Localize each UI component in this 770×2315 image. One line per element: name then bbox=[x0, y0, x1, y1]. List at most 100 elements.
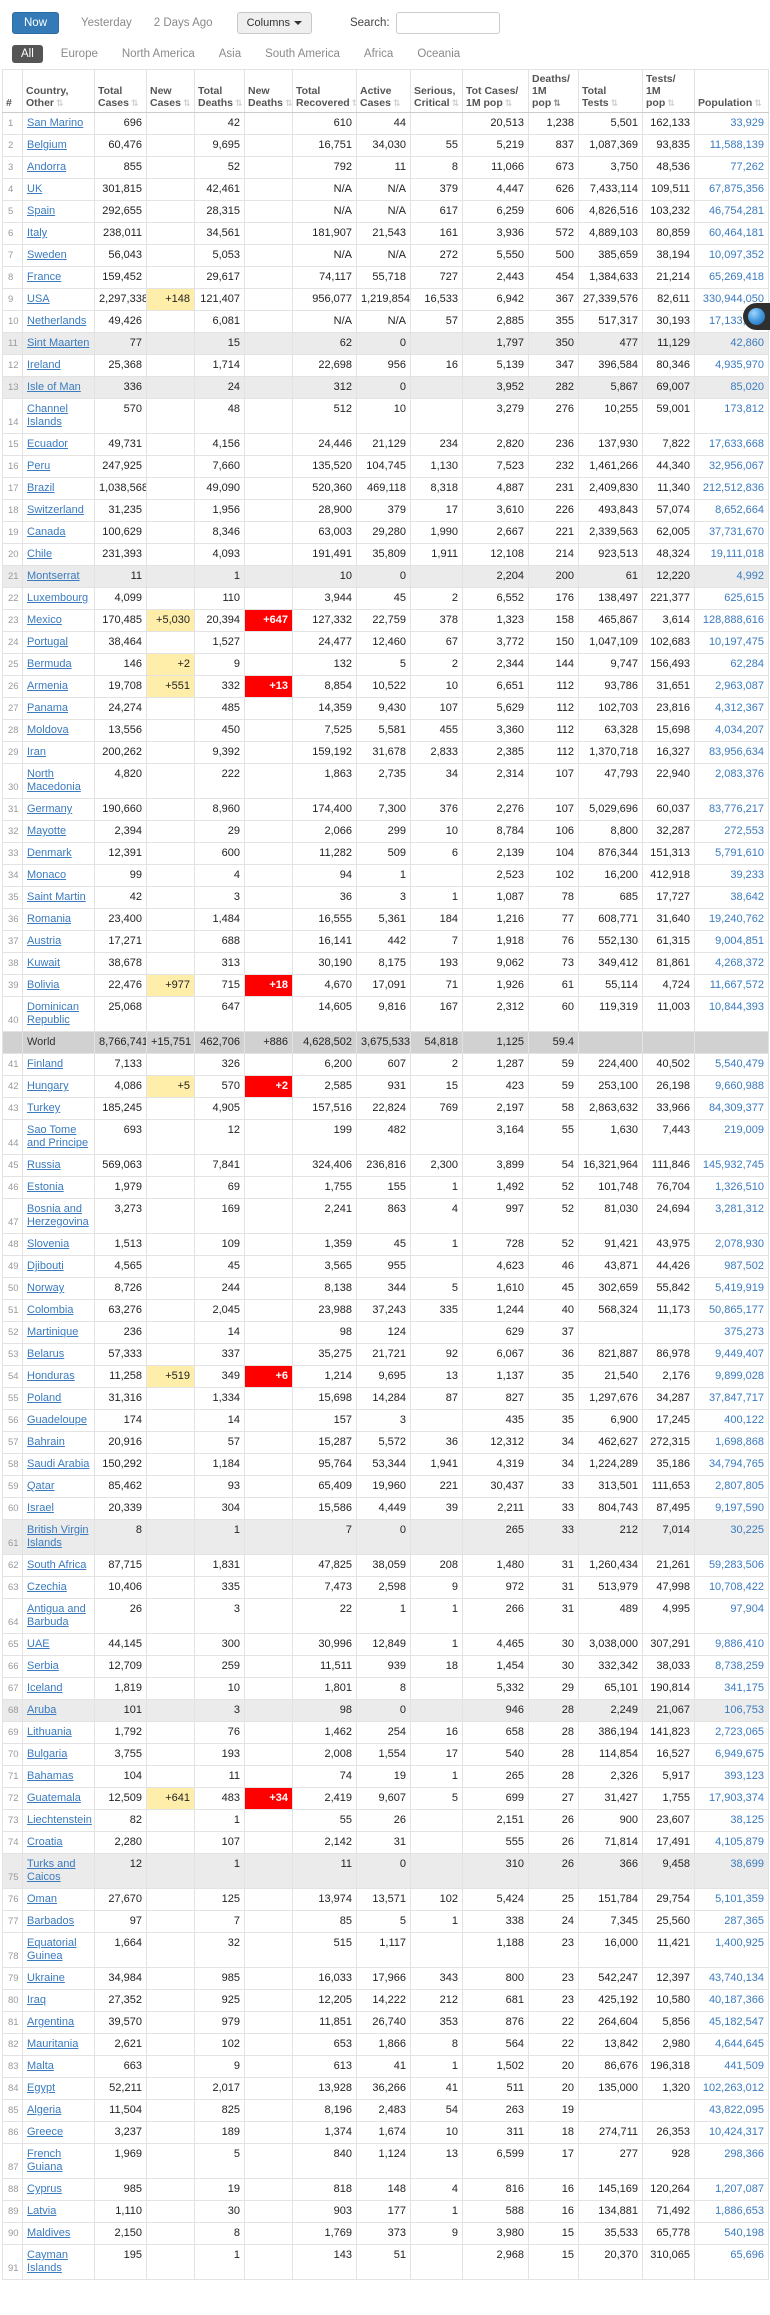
country-link[interactable]: Antigua and Barbuda bbox=[27, 1603, 86, 1628]
population-link[interactable]: 5,540,479 bbox=[715, 1058, 764, 1070]
country-link[interactable]: Ukraine bbox=[27, 1972, 65, 1984]
population-link[interactable]: 38,699 bbox=[730, 1858, 764, 1870]
country-link[interactable]: Guatemala bbox=[27, 1792, 81, 1804]
country-link[interactable]: Mauritania bbox=[27, 2038, 79, 2050]
country-link[interactable]: Colombia bbox=[27, 1304, 74, 1316]
population-link[interactable]: 42,860 bbox=[730, 337, 764, 349]
country-link[interactable]: Iran bbox=[27, 746, 46, 758]
population-link[interactable]: 83,776,217 bbox=[708, 803, 764, 815]
country-link[interactable]: Bolivia bbox=[27, 979, 60, 991]
population-link[interactable]: 65,696 bbox=[730, 2249, 764, 2261]
country-link[interactable]: Turkey bbox=[27, 1102, 61, 1114]
population-link[interactable]: 62,284 bbox=[730, 658, 764, 670]
population-link[interactable]: 4,105,879 bbox=[715, 1836, 764, 1848]
country-link[interactable]: Bosnia and Herzegovina bbox=[27, 1203, 89, 1228]
country-link[interactable]: Sao Tome and Principe bbox=[27, 1124, 89, 1149]
population-link[interactable]: 298,366 bbox=[724, 2148, 764, 2160]
population-link[interactable]: 30,225 bbox=[730, 1524, 764, 1536]
country-link[interactable]: Iraq bbox=[27, 1994, 46, 2006]
columns-dropdown-button[interactable]: Columns bbox=[236, 12, 312, 34]
country-link[interactable]: Poland bbox=[27, 1392, 62, 1404]
population-link[interactable]: 9,197,590 bbox=[715, 1502, 764, 1514]
country-link[interactable]: South Africa bbox=[27, 1559, 87, 1571]
country-link[interactable]: Panama bbox=[27, 702, 68, 714]
country-link[interactable]: Sint Maarten bbox=[27, 337, 90, 349]
country-link[interactable]: Turks and Caicos bbox=[27, 1858, 76, 1883]
col-header-#[interactable]: # bbox=[2, 69, 23, 113]
sort-icon[interactable]: ⇅ bbox=[667, 98, 675, 108]
country-link[interactable]: Cyprus bbox=[27, 2183, 62, 2195]
population-link[interactable]: 5,101,359 bbox=[715, 1893, 764, 1905]
country-link[interactable]: Djibouti bbox=[27, 1260, 64, 1272]
col-header-total-recovered[interactable]: Total Recovered⇅ bbox=[292, 69, 357, 113]
country-link[interactable]: Germany bbox=[27, 803, 73, 815]
population-link[interactable]: 10,708,422 bbox=[708, 1581, 764, 1593]
col-header-deaths-1m-pop[interactable]: Deaths/ 1M pop ⇅ bbox=[528, 69, 579, 113]
population-link[interactable]: 19,111,018 bbox=[710, 548, 764, 560]
country-link[interactable]: Argentina bbox=[27, 2016, 75, 2028]
col-header-total-deaths[interactable]: Total Deaths ⇅ bbox=[194, 69, 245, 113]
country-link[interactable]: Egypt bbox=[27, 2082, 56, 2094]
region-tab-oceania[interactable]: Oceania bbox=[417, 48, 461, 60]
population-link[interactable]: 6,949,675 bbox=[715, 1748, 764, 1760]
country-link[interactable]: Peru bbox=[27, 460, 51, 472]
country-link[interactable]: Barbados bbox=[27, 1915, 75, 1927]
population-link[interactable]: 60,464,181 bbox=[708, 227, 764, 239]
country-link[interactable]: Croatia bbox=[27, 1836, 63, 1848]
population-link[interactable]: 1,326,510 bbox=[715, 1181, 764, 1193]
population-link[interactable]: 441,509 bbox=[724, 2060, 764, 2072]
population-link[interactable]: 38,125 bbox=[730, 1814, 764, 1826]
country-link[interactable]: Ecuador bbox=[27, 438, 68, 450]
country-link[interactable]: Monaco bbox=[27, 869, 67, 881]
population-link[interactable]: 625,615 bbox=[724, 592, 764, 604]
country-link[interactable]: Bermuda bbox=[27, 658, 72, 670]
country-link[interactable]: Isle of Man bbox=[27, 381, 81, 393]
sort-icon[interactable]: ⇅ bbox=[451, 98, 460, 108]
country-link[interactable]: Qatar bbox=[27, 1480, 55, 1492]
country-link[interactable]: Greece bbox=[27, 2126, 64, 2138]
population-link[interactable]: 97,904 bbox=[730, 1603, 764, 1615]
floating-globe-widget[interactable] bbox=[743, 303, 770, 330]
population-link[interactable]: 10,197,475 bbox=[708, 636, 764, 648]
country-link[interactable]: USA bbox=[27, 293, 50, 305]
population-link[interactable]: 4,034,207 bbox=[715, 724, 764, 736]
country-link[interactable]: UK bbox=[27, 183, 43, 195]
col-header-population[interactable]: Population ⇅ bbox=[694, 69, 769, 113]
population-link[interactable]: 59,283,506 bbox=[708, 1559, 764, 1571]
population-link[interactable]: 50,865,177 bbox=[708, 1304, 764, 1316]
col-header-tot-cases-1m-pop[interactable]: Tot Cases/ 1M pop ⇅ bbox=[462, 69, 529, 113]
population-link[interactable]: 19,240,762 bbox=[708, 913, 764, 925]
population-link[interactable]: 33,929 bbox=[730, 117, 764, 129]
country-link[interactable]: Moldova bbox=[27, 724, 69, 736]
population-link[interactable]: 2,083,376 bbox=[715, 768, 764, 780]
population-link[interactable]: 37,731,670 bbox=[708, 526, 764, 538]
search-input[interactable] bbox=[395, 12, 500, 34]
country-link[interactable]: Czechia bbox=[27, 1581, 67, 1593]
population-link[interactable]: 9,899,028 bbox=[715, 1370, 764, 1382]
population-link[interactable]: 987,502 bbox=[724, 1260, 764, 1272]
population-link[interactable]: 83,956,634 bbox=[708, 746, 764, 758]
population-link[interactable]: 43,822,095 bbox=[708, 2104, 764, 2116]
population-link[interactable]: 5,419,919 bbox=[715, 1282, 764, 1294]
sort-icon[interactable]: ⇅ bbox=[610, 98, 619, 108]
population-link[interactable]: 46,754,281 bbox=[708, 205, 764, 217]
country-link[interactable]: Italy bbox=[27, 227, 48, 239]
country-link[interactable]: Martinique bbox=[27, 1326, 79, 1338]
population-link[interactable]: 212,512,836 bbox=[702, 482, 764, 494]
population-link[interactable]: 106,753 bbox=[724, 1704, 764, 1716]
population-link[interactable]: 102,263,012 bbox=[702, 2082, 764, 2094]
country-link[interactable]: Bulgaria bbox=[27, 1748, 68, 1760]
population-link[interactable]: 173,812 bbox=[724, 403, 764, 415]
population-link[interactable]: 10,424,317 bbox=[708, 2126, 764, 2138]
population-link[interactable]: 330,944,050 bbox=[702, 293, 764, 305]
country-link[interactable]: Chile bbox=[27, 548, 53, 560]
country-link[interactable]: British Virgin Islands bbox=[27, 1524, 89, 1549]
population-link[interactable]: 9,449,407 bbox=[715, 1348, 764, 1360]
country-link[interactable]: Guadeloupe bbox=[27, 1414, 87, 1426]
sort-icon[interactable]: ⇅ bbox=[504, 98, 513, 108]
population-link[interactable]: 4,268,372 bbox=[715, 957, 764, 969]
sort-icon[interactable]: ⇅ bbox=[182, 98, 191, 108]
population-link[interactable]: 1,886,653 bbox=[715, 2205, 764, 2217]
sort-icon[interactable]: ⇅ bbox=[392, 98, 401, 108]
sort-icon[interactable]: ⇅ bbox=[235, 98, 243, 108]
